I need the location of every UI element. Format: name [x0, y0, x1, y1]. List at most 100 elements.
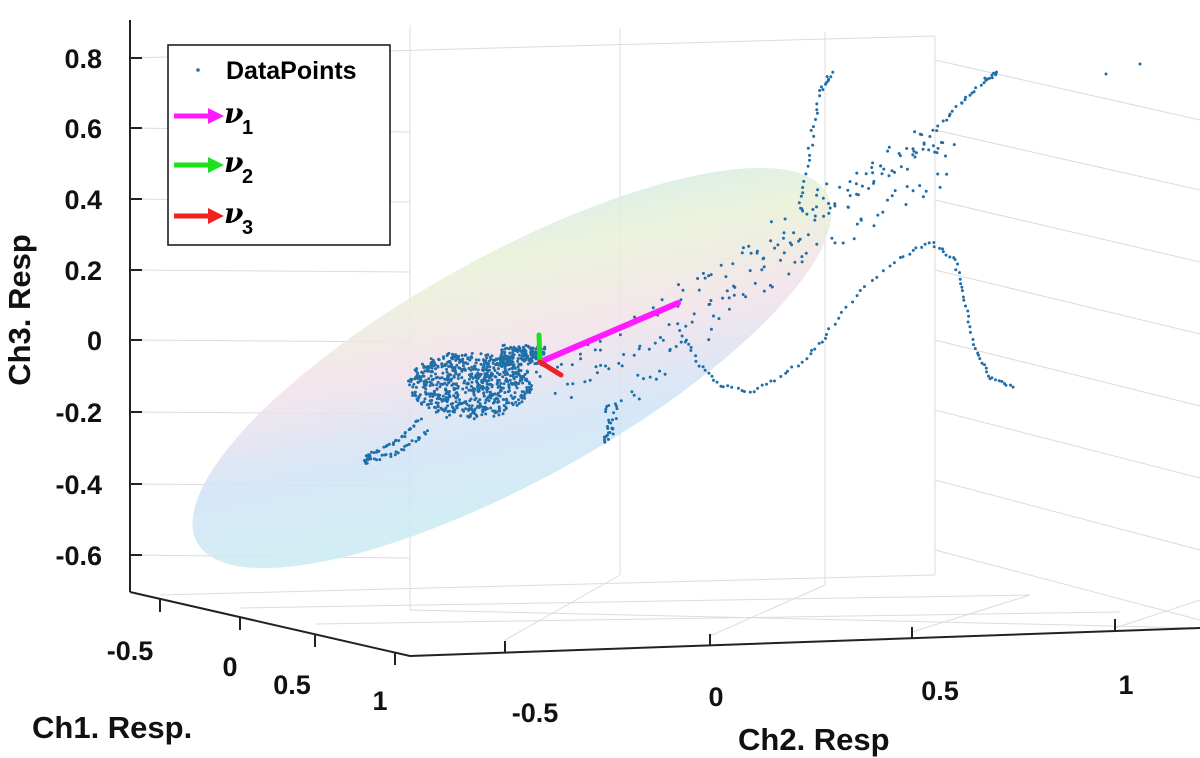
data-point — [871, 171, 875, 175]
data-point — [817, 341, 821, 345]
data-point — [427, 406, 431, 410]
data-point — [413, 390, 417, 394]
data-point — [556, 365, 559, 369]
data-point — [642, 377, 645, 381]
grid-lines — [129, 20, 1200, 641]
data-point — [964, 304, 967, 308]
data-point — [506, 390, 510, 394]
data-point — [938, 185, 942, 189]
data-point — [525, 369, 529, 373]
data-point — [488, 368, 491, 372]
data-point — [474, 396, 478, 400]
data-point — [393, 453, 397, 457]
data-point — [944, 253, 948, 257]
data-point — [921, 195, 925, 199]
data-point — [953, 258, 957, 261]
data-point — [856, 193, 860, 197]
data-point — [375, 450, 379, 454]
data-point — [470, 372, 474, 376]
data-point — [460, 353, 464, 357]
data-point — [476, 371, 480, 375]
data-point — [779, 258, 782, 262]
data-point — [827, 202, 831, 205]
data-point — [470, 404, 474, 408]
data-point — [707, 338, 711, 342]
data-point — [474, 373, 478, 377]
data-point — [689, 349, 693, 352]
data-point — [755, 249, 759, 253]
data-point — [838, 185, 842, 189]
data-point — [911, 153, 915, 157]
data-point — [653, 341, 657, 345]
data-point — [966, 309, 970, 313]
data-point — [518, 353, 521, 357]
data-point — [712, 314, 715, 318]
data-point — [440, 362, 444, 366]
data-point — [812, 134, 816, 138]
data-point — [987, 374, 990, 378]
data-point — [599, 348, 602, 352]
data-point — [514, 400, 518, 404]
data-point — [514, 347, 518, 350]
data-point — [498, 378, 502, 382]
data-point — [418, 436, 421, 440]
data-point — [529, 350, 533, 354]
data-point — [452, 369, 456, 373]
data-point — [707, 274, 711, 278]
data-point — [510, 355, 514, 359]
data-point — [578, 352, 582, 356]
principal-vectors — [536, 300, 681, 378]
data-point — [396, 451, 400, 455]
data-point — [611, 432, 615, 436]
data-point — [488, 390, 492, 394]
data-point — [825, 182, 829, 186]
data-point — [450, 363, 454, 367]
data-point — [828, 206, 832, 210]
data-point — [822, 214, 826, 218]
data-point — [872, 224, 876, 228]
data-point — [503, 347, 507, 351]
data-point — [476, 400, 480, 404]
data-point — [426, 429, 429, 433]
legend-v3-symbol: ν — [224, 197, 243, 230]
data-point — [748, 390, 752, 394]
data-point — [932, 245, 936, 249]
data-point — [471, 411, 475, 415]
data-point — [614, 417, 618, 421]
data-point — [1011, 385, 1015, 389]
data-point — [511, 403, 515, 407]
data-point — [522, 347, 526, 351]
data-point — [468, 377, 471, 381]
data-point — [912, 149, 916, 153]
z-tick-label: 0.2 — [64, 256, 102, 286]
data-point — [514, 383, 518, 387]
data-point — [802, 179, 806, 183]
data-point — [420, 370, 424, 374]
data-point — [403, 431, 407, 435]
data-point — [493, 411, 497, 415]
data-point — [959, 282, 963, 286]
data-point — [464, 361, 468, 365]
data-point — [901, 255, 905, 259]
data-point — [948, 255, 952, 259]
data-point — [681, 288, 685, 292]
data-point — [798, 237, 802, 241]
data-point — [813, 214, 817, 218]
data-point — [717, 317, 721, 321]
data-point — [606, 427, 610, 430]
data-point — [579, 357, 583, 361]
data-point — [450, 356, 454, 360]
data-point — [617, 361, 621, 365]
data-point — [818, 89, 822, 92]
data-point — [701, 271, 705, 275]
data-point — [502, 358, 506, 362]
data-point — [436, 401, 440, 405]
data-point — [922, 141, 926, 145]
data-point — [497, 373, 501, 377]
data-point — [431, 395, 435, 398]
data-point — [462, 367, 466, 371]
data-point — [426, 367, 430, 371]
data-point — [741, 246, 745, 250]
data-point — [453, 408, 457, 412]
data-point — [773, 379, 776, 383]
